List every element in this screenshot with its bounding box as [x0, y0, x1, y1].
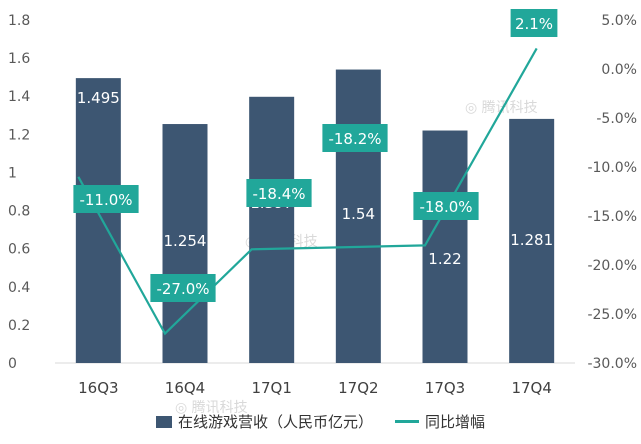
x-axis-label: 17Q2 [338, 379, 378, 397]
watermark-2: ◎ 腾讯科技 [175, 399, 248, 416]
right-axis-tick: -15.0% [587, 209, 637, 225]
bar-16Q3 [75, 78, 121, 363]
bar-value-label: 1.495 [77, 89, 120, 107]
x-axis-label: 17Q3 [425, 379, 465, 397]
right-axis-tick: -20.0% [587, 258, 637, 274]
x-axis-label: 16Q3 [78, 379, 118, 397]
bar-value-label: 1.281 [510, 231, 553, 249]
left-axis-tick: 1.4 [8, 89, 30, 105]
right-axis-tick: 0.0% [601, 62, 637, 78]
bar-17Q1 [249, 96, 295, 364]
watermark-0: ◎ 腾讯科技 [465, 99, 538, 116]
bar-17Q4 [509, 118, 555, 363]
bar-16Q4 [162, 124, 208, 363]
bar-value-label: 1.254 [164, 232, 207, 250]
legend-label-growth: 同比增幅 [425, 413, 486, 431]
growth-value-label: -18.2% [328, 130, 381, 148]
legend-line-swatch [395, 420, 419, 423]
legend-label-revenue: 在线游戏营收（人民币亿元） [177, 413, 373, 431]
x-axis-label: 16Q4 [165, 379, 205, 397]
right-axis-tick: -10.0% [587, 160, 637, 176]
growth-value-label: -11.0% [79, 191, 132, 209]
left-axis-tick: 0 [8, 356, 17, 372]
right-axis-tick: 5.0% [601, 13, 637, 29]
legend-bar-swatch [155, 415, 172, 428]
left-axis-tick: 1.8 [8, 13, 30, 29]
left-axis-tick: 1 [8, 165, 17, 181]
growth-value-label: 2.1% [515, 15, 553, 33]
growth-value-label: -27.0% [156, 280, 209, 298]
legend-item-growth: 同比增幅 [395, 411, 485, 432]
left-axis-tick: 1.6 [8, 51, 30, 67]
legend: 在线游戏营收（人民币亿元） 同比增幅 [0, 411, 641, 432]
growth-label-box [510, 9, 558, 37]
growth-value-label: -18.0% [419, 198, 472, 216]
right-axis-tick: -25.0% [587, 307, 637, 323]
bar-value-label: 1.54 [342, 205, 375, 223]
x-axis-label: 17Q1 [251, 379, 291, 397]
right-axis-tick: -5.0% [596, 111, 637, 127]
x-axis-label: 17Q4 [511, 379, 551, 397]
growth-label-box [73, 185, 139, 213]
bar-17Q3 [422, 130, 468, 363]
growth-label-box [413, 192, 479, 220]
left-axis-tick: 0.6 [8, 242, 30, 258]
left-axis-tick: 0.8 [8, 204, 30, 220]
left-axis-tick: 1.2 [8, 127, 30, 143]
growth-label-box [150, 274, 216, 302]
legend-item-revenue: 在线游戏营收（人民币亿元） [155, 411, 373, 432]
right-axis-tick: -30.0% [587, 356, 637, 372]
bar-17Q2 [335, 69, 381, 364]
left-axis-tick: 0.2 [8, 318, 30, 334]
left-axis-tick: 0.4 [8, 280, 30, 296]
growth-value-label: -18.4% [252, 185, 305, 203]
growth-label-box [246, 179, 312, 207]
growth-label-box [322, 124, 388, 152]
bar-value-label: 1.22 [428, 250, 461, 268]
